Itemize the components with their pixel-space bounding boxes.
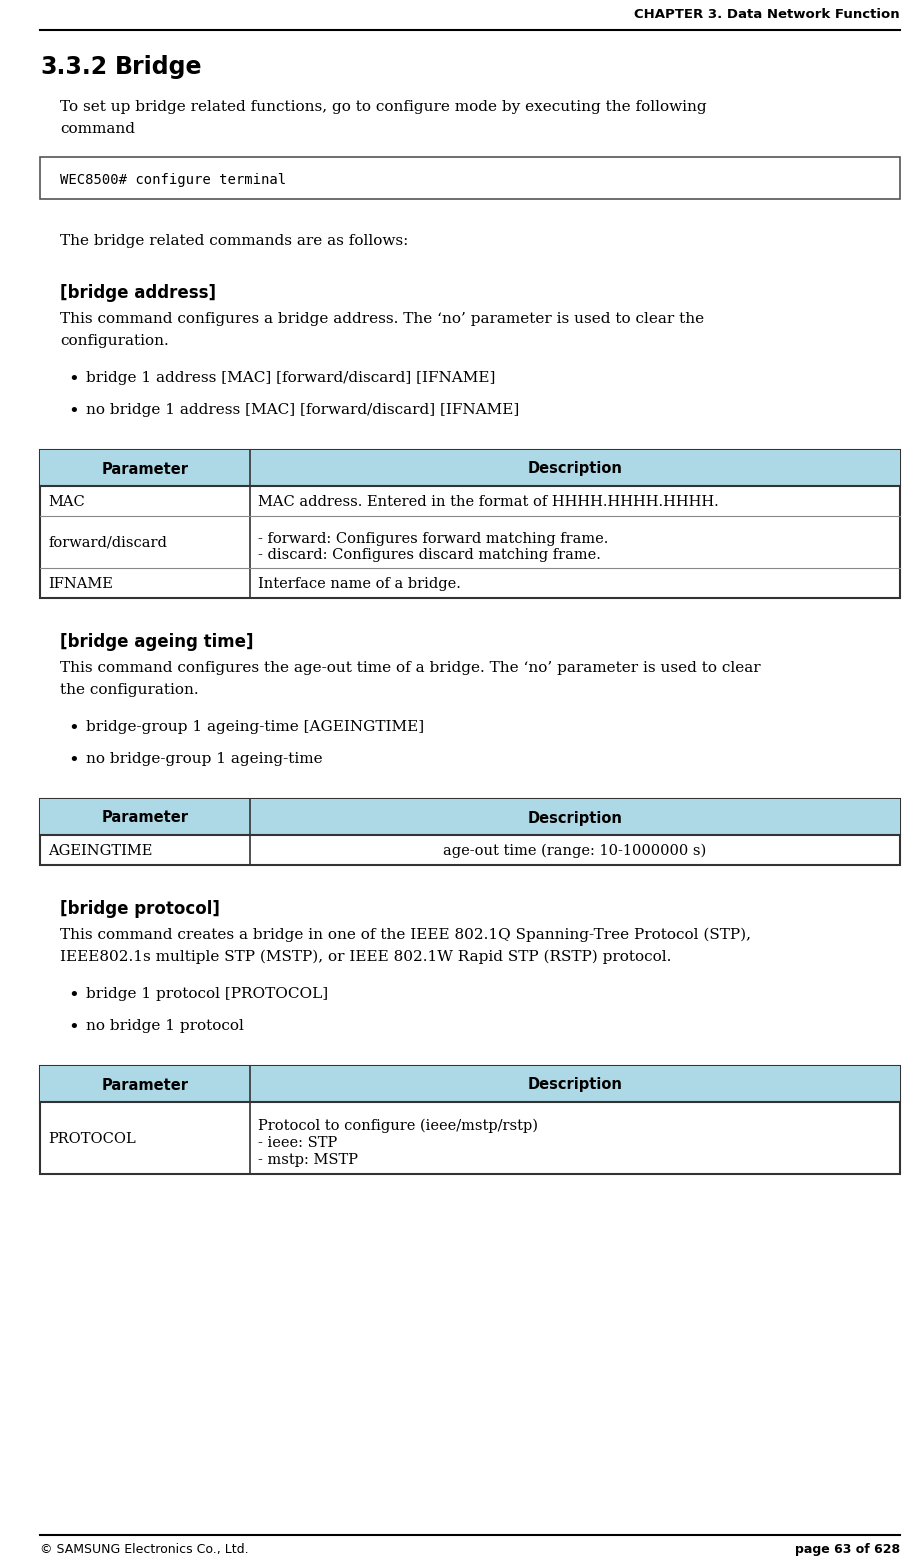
Text: 3.3.2: 3.3.2 [40, 55, 107, 78]
Text: Interface name of a bridge.: Interface name of a bridge. [258, 577, 461, 592]
Text: PROTOCOL: PROTOCOL [48, 1131, 136, 1146]
Text: Parameter: Parameter [101, 462, 188, 476]
Text: The bridge related commands are as follows:: The bridge related commands are as follo… [60, 235, 408, 247]
Bar [40, 800, 900, 865]
Text: Description: Description [527, 462, 622, 476]
Text: age-out time (range: 10-1000000 s): age-out time (range: 10-1000000 s) [443, 844, 706, 858]
Text: forward/discard: forward/discard [48, 535, 167, 549]
Text: bridge-group 1 ageing-time [AGEINGTIME]: bridge-group 1 ageing-time [AGEINGTIME] [86, 720, 424, 734]
Text: [bridge ageing time]: [bridge ageing time] [60, 632, 254, 651]
Text: •: • [68, 753, 78, 770]
Text: IFNAME: IFNAME [48, 577, 112, 592]
Text: page 63 of 628: page 63 of 628 [795, 1543, 900, 1557]
Text: This command configures a bridge address. The ‘no’ parameter is used to clear th: This command configures a bridge address… [60, 311, 704, 326]
Text: - discard: Configures discard matching frame.: - discard: Configures discard matching f… [258, 548, 601, 562]
Text: IEEE802.1s multiple STP (MSTP), or IEEE 802.1W Rapid STP (RSTP) protocol.: IEEE802.1s multiple STP (MSTP), or IEEE … [60, 950, 671, 964]
Text: [bridge address]: [bridge address] [60, 283, 216, 302]
Text: •: • [68, 988, 78, 1005]
Text: This command configures the age-out time of a bridge. The ‘no’ parameter is used: This command configures the age-out time… [60, 660, 761, 675]
Text: the configuration.: the configuration. [60, 682, 198, 696]
Text: command: command [60, 122, 135, 136]
Text: Description: Description [527, 1077, 622, 1092]
Bar [40, 451, 900, 598]
Text: no bridge 1 address [MAC] [forward/discard] [IFNAME]: no bridge 1 address [MAC] [forward/disca… [86, 404, 519, 416]
Text: Parameter: Parameter [101, 1077, 188, 1092]
Text: Protocol to configure (ieee/mstp/rstp): Protocol to configure (ieee/mstp/rstp) [258, 1119, 538, 1133]
Bar [40, 800, 900, 836]
Bar [40, 1066, 900, 1174]
Bar [40, 451, 900, 487]
Text: To set up bridge related functions, go to configure mode by executing the follow: To set up bridge related functions, go t… [60, 100, 706, 114]
Text: MAC: MAC [48, 495, 85, 509]
Text: [bridge protocol]: [bridge protocol] [60, 900, 219, 919]
Text: MAC address. Entered in the format of HHHH.HHHH.HHHH.: MAC address. Entered in the format of HH… [258, 495, 719, 509]
Text: WEC8500# configure terminal: WEC8500# configure terminal [60, 174, 286, 186]
Text: •: • [68, 720, 78, 739]
Text: Parameter: Parameter [101, 811, 188, 825]
Text: bridge 1 protocol [PROTOCOL]: bridge 1 protocol [PROTOCOL] [86, 988, 328, 1002]
Text: Bridge: Bridge [115, 55, 203, 78]
Text: •: • [68, 371, 78, 390]
Text: •: • [68, 404, 78, 421]
Text: •: • [68, 1019, 78, 1038]
Bar [40, 156, 900, 199]
Text: - forward: Configures forward matching frame.: - forward: Configures forward matching f… [258, 532, 609, 546]
Text: CHAPTER 3. Data Network Function: CHAPTER 3. Data Network Function [634, 8, 900, 20]
Text: This command creates a bridge in one of the IEEE 802.1Q Spanning-Tree Protocol (: This command creates a bridge in one of … [60, 928, 751, 942]
Text: - ieee: STP: - ieee: STP [258, 1136, 337, 1150]
Bar [40, 1066, 900, 1102]
Text: Description: Description [527, 811, 622, 825]
Text: no bridge-group 1 ageing-time: no bridge-group 1 ageing-time [86, 753, 323, 765]
Text: no bridge 1 protocol: no bridge 1 protocol [86, 1019, 244, 1033]
Text: AGEINGTIME: AGEINGTIME [48, 844, 152, 858]
Text: - mstp: MSTP: - mstp: MSTP [258, 1153, 358, 1167]
Text: configuration.: configuration. [60, 333, 169, 347]
Text: © SAMSUNG Electronics Co., Ltd.: © SAMSUNG Electronics Co., Ltd. [40, 1543, 249, 1557]
Text: bridge 1 address [MAC] [forward/discard] [IFNAME]: bridge 1 address [MAC] [forward/discard]… [86, 371, 495, 385]
